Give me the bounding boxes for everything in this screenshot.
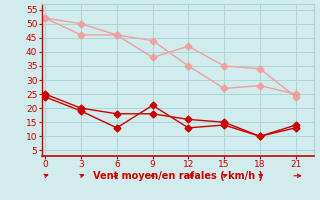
- X-axis label: Vent moyen/en rafales ( km/h ): Vent moyen/en rafales ( km/h ): [92, 171, 263, 181]
